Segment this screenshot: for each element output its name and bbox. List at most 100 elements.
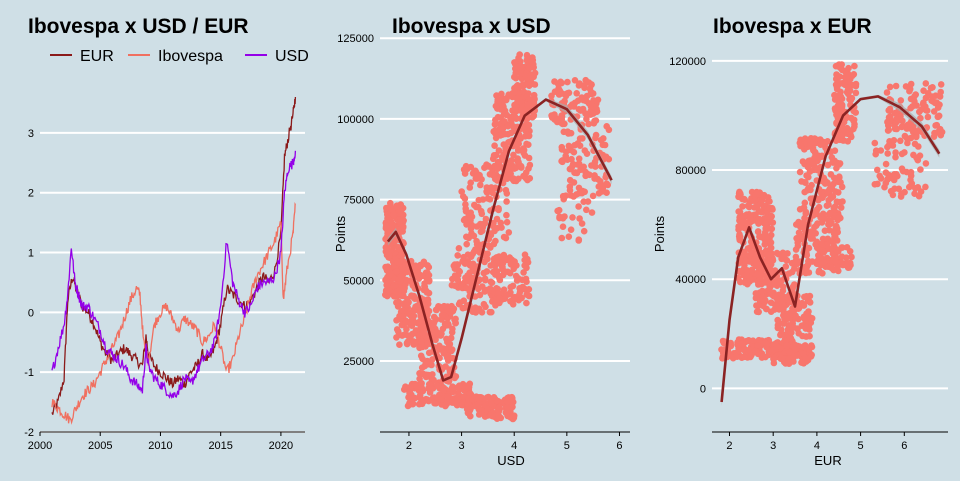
scatter-point	[515, 146, 522, 154]
scatter-point	[469, 308, 477, 316]
scatter-point	[470, 232, 478, 240]
scatter-point	[828, 154, 836, 161]
scatter-point	[412, 262, 419, 270]
scatter-point	[774, 316, 781, 324]
scatter-point	[525, 132, 533, 140]
scatter-point	[807, 139, 814, 147]
x-tick-label-3-2: 4	[814, 440, 820, 452]
scatter-point	[525, 141, 532, 148]
scatter-point	[898, 150, 906, 158]
scatter-point	[739, 340, 746, 347]
scatter-point	[895, 116, 902, 123]
scatter-point	[583, 115, 590, 123]
scatter-point	[390, 211, 398, 219]
scatter-point	[511, 59, 518, 66]
scatter-point	[920, 87, 927, 94]
scatter-point	[802, 323, 810, 331]
x-tick-label-2-0: 2	[406, 440, 412, 452]
scatter-point	[454, 261, 462, 269]
scatter-point	[393, 326, 401, 333]
scatter-point	[419, 343, 426, 351]
scatter-point	[727, 339, 734, 347]
scatter-point	[511, 113, 519, 120]
scatter-point	[835, 173, 843, 180]
scatter-point	[502, 234, 510, 242]
scatter-point	[824, 161, 832, 169]
scatter-point	[813, 238, 821, 246]
scatter-point	[754, 228, 762, 235]
panel-ibovespa-usd: Ibovespa x USD USD Points 25000 50000 7500…	[333, 15, 630, 468]
scatter-point	[393, 203, 401, 210]
scatter-point	[385, 251, 393, 259]
scatter-point	[475, 411, 483, 418]
scatter-point	[476, 291, 484, 299]
scatter-point	[462, 208, 470, 215]
scatter-point	[590, 97, 597, 104]
scatter-point	[405, 338, 412, 345]
scatter-point	[561, 213, 568, 220]
scatter-point	[492, 302, 499, 309]
scatter-point	[382, 223, 390, 230]
scatter-point	[456, 382, 463, 390]
scatter-point	[485, 162, 492, 170]
scatter-point	[455, 300, 463, 308]
scatter-point	[520, 146, 528, 154]
scatter-point	[491, 121, 499, 128]
scatter-point	[812, 208, 819, 216]
scatter-point	[486, 308, 494, 316]
scatter-point	[794, 239, 801, 246]
scatter-point	[770, 346, 777, 354]
scatter-point	[923, 107, 931, 114]
scatter-point	[461, 195, 469, 202]
scatter-point	[510, 412, 518, 420]
scatter-point	[831, 203, 839, 210]
scatter-point	[454, 252, 462, 259]
x-tick-label-3-3: 5	[858, 440, 864, 452]
scatter-point	[556, 214, 563, 222]
scatter-point	[886, 83, 894, 91]
scatter-point	[524, 54, 531, 61]
scatter-point	[458, 283, 465, 291]
scatter-point	[558, 157, 565, 165]
scatter-point	[741, 347, 748, 354]
scatter-point	[884, 143, 891, 151]
scatter-point	[782, 337, 789, 344]
scatter-point	[575, 106, 583, 113]
scatter-point	[846, 259, 854, 267]
scatter-point	[605, 155, 613, 163]
scatter-point	[559, 223, 567, 230]
scatter-point	[874, 180, 881, 188]
scatter-point	[764, 234, 771, 242]
scatter-point	[770, 359, 778, 367]
scatter-point	[835, 214, 842, 222]
scatter-point	[749, 337, 757, 345]
scatter-point	[421, 283, 429, 291]
scatter-point	[886, 174, 894, 181]
scatter-point	[409, 314, 417, 321]
scatter-point	[424, 357, 431, 365]
scatter-point	[503, 398, 511, 406]
scatter-point	[417, 323, 425, 331]
scatter-point	[490, 240, 498, 248]
scatter-point	[804, 356, 812, 364]
scatter-point	[463, 240, 471, 248]
scatter-point	[422, 396, 429, 404]
scatter-point	[893, 125, 900, 133]
scatter-point	[824, 188, 832, 195]
scatter-point	[823, 202, 831, 209]
scatter-point	[821, 227, 829, 234]
x-tick-label-1-2: 2010	[148, 440, 172, 452]
scatter-point	[804, 172, 811, 179]
scatter-point	[582, 97, 590, 105]
scatter-point	[506, 269, 514, 277]
scatter-point	[516, 285, 523, 292]
scatter-point	[883, 89, 891, 96]
scatter-point	[483, 394, 491, 401]
scatter-point	[427, 385, 435, 392]
scatter-point	[838, 183, 846, 191]
scatter-point	[792, 246, 800, 253]
scatter-point	[912, 91, 919, 98]
scatter-point	[894, 172, 901, 180]
scatter-point	[916, 108, 923, 116]
scatter-point	[576, 135, 584, 142]
